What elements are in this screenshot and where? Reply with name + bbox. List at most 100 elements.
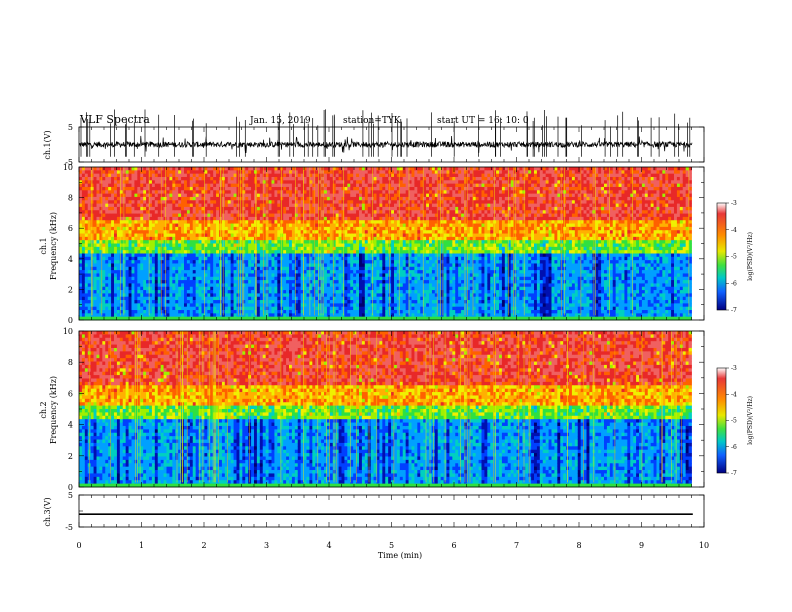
spectrogram-cell	[187, 260, 190, 264]
spectrogram-cell	[111, 240, 114, 244]
spectrogram-cell	[161, 270, 164, 274]
spectrogram-cell	[216, 297, 219, 301]
spectrogram-cell	[207, 250, 210, 254]
spectrogram-cell	[111, 260, 114, 264]
spectrogram-cell	[228, 204, 231, 208]
spectrogram-cell	[292, 194, 295, 198]
spectrogram-cell	[359, 197, 362, 201]
spectrogram-cell	[193, 280, 196, 284]
spectrogram-cell	[283, 247, 286, 251]
spectrogram-cell	[368, 273, 371, 277]
spectrogram-cell	[365, 290, 368, 294]
spectrogram-cell	[289, 300, 292, 304]
spectrogram-cell	[304, 227, 307, 231]
spectrogram-cell	[99, 177, 102, 181]
spectrogram-cell	[289, 184, 292, 188]
spectrogram-cell	[187, 307, 190, 311]
spectrogram-cell	[193, 230, 196, 234]
spectrogram-cell	[359, 313, 362, 317]
spectrogram-cell	[155, 250, 158, 254]
spectrogram-cell	[292, 220, 295, 224]
spectrogram-cell	[152, 194, 155, 198]
spectrogram-cell	[117, 297, 120, 301]
spectrogram-cell	[137, 167, 140, 171]
spectrogram-cell	[228, 307, 231, 311]
spectrogram-cell	[199, 220, 202, 224]
spectrogram-cell	[356, 310, 359, 314]
spectrogram-cell	[321, 270, 324, 274]
spectrogram-cell	[207, 190, 210, 194]
spectrogram-cell	[342, 283, 345, 287]
spectrogram-cell	[85, 283, 88, 287]
spectrogram-cell	[117, 177, 120, 181]
spectrogram-cell	[126, 190, 129, 194]
spectrogram-cell	[248, 290, 251, 294]
spectrogram-cell	[167, 290, 170, 294]
spectrogram-cell	[312, 260, 315, 264]
spectrogram-cell	[336, 273, 339, 277]
spectrogram-cell	[207, 227, 210, 231]
spectrogram-cell	[248, 207, 251, 211]
spectrogram-cell	[234, 177, 237, 181]
spectrogram-cell	[289, 180, 292, 184]
spectrogram-cell	[187, 247, 190, 251]
spectrogram-cell	[225, 190, 228, 194]
spectrogram-cell	[82, 180, 85, 184]
spectrogram-cell	[251, 283, 254, 287]
spectrogram-cell	[158, 224, 161, 228]
spectrogram-cell	[102, 197, 105, 201]
spectrogram-cell	[111, 247, 114, 251]
spectrogram-cell	[336, 293, 339, 297]
spectrogram-cell	[199, 174, 202, 178]
spectrogram-cell	[117, 273, 120, 277]
spectrogram-cell	[353, 180, 356, 184]
spectrogram-cell	[82, 267, 85, 271]
spectrogram-cell	[134, 177, 137, 181]
spectrogram-cell	[190, 227, 193, 231]
spectrogram-cell	[353, 227, 356, 231]
spectrogram-cell	[359, 187, 362, 191]
spectrogram-cell	[289, 220, 292, 224]
spectrogram-cell	[368, 190, 371, 194]
spectrogram-cell	[362, 214, 365, 218]
spectrogram-cell	[266, 187, 269, 191]
spectrogram-cell	[237, 247, 240, 251]
spectrogram-cell	[97, 227, 100, 231]
spectrogram-cell	[207, 170, 210, 174]
spectrogram-cell	[167, 273, 170, 277]
spectrogram-cell	[99, 214, 102, 218]
spectrogram-cell	[132, 177, 135, 181]
spectrogram-cell	[298, 234, 301, 238]
spectrogram-cell	[97, 310, 100, 314]
spectrogram-cell	[277, 194, 280, 198]
spectrogram-cell	[356, 220, 359, 224]
spectrogram-cell	[304, 217, 307, 221]
spectrogram-cell	[155, 277, 158, 281]
spectrogram-cell	[342, 267, 345, 271]
spectrogram-cell	[277, 200, 280, 204]
spectrogram-cell	[117, 313, 120, 317]
spectrogram-cell	[234, 204, 237, 208]
spectrogram-cell	[97, 224, 100, 228]
spectrogram-cell	[277, 210, 280, 214]
spectrogram-cell	[207, 197, 210, 201]
spectrogram-cell	[295, 170, 298, 174]
spectrogram-cell	[167, 167, 170, 171]
spectrogram-cell	[283, 170, 286, 174]
spectrogram-cell	[362, 187, 365, 191]
spectrogram-cell	[187, 234, 190, 238]
spectrogram-cell	[379, 217, 382, 221]
spectrogram-cell	[222, 204, 225, 208]
spectrogram-cell	[289, 247, 292, 251]
spectrogram-cell	[353, 184, 356, 188]
spectrogram-cell	[228, 237, 231, 241]
spectrogram-cell	[167, 247, 170, 251]
spectrogram-cell	[210, 273, 213, 277]
spectrogram-cell	[117, 204, 120, 208]
spectrogram-cell	[123, 270, 126, 274]
spectrogram-cell	[216, 200, 219, 204]
spectrogram-cell	[269, 187, 272, 191]
spectrogram-cell	[94, 184, 97, 188]
spectrogram-cell	[342, 263, 345, 267]
spectrogram-cell	[283, 217, 286, 221]
